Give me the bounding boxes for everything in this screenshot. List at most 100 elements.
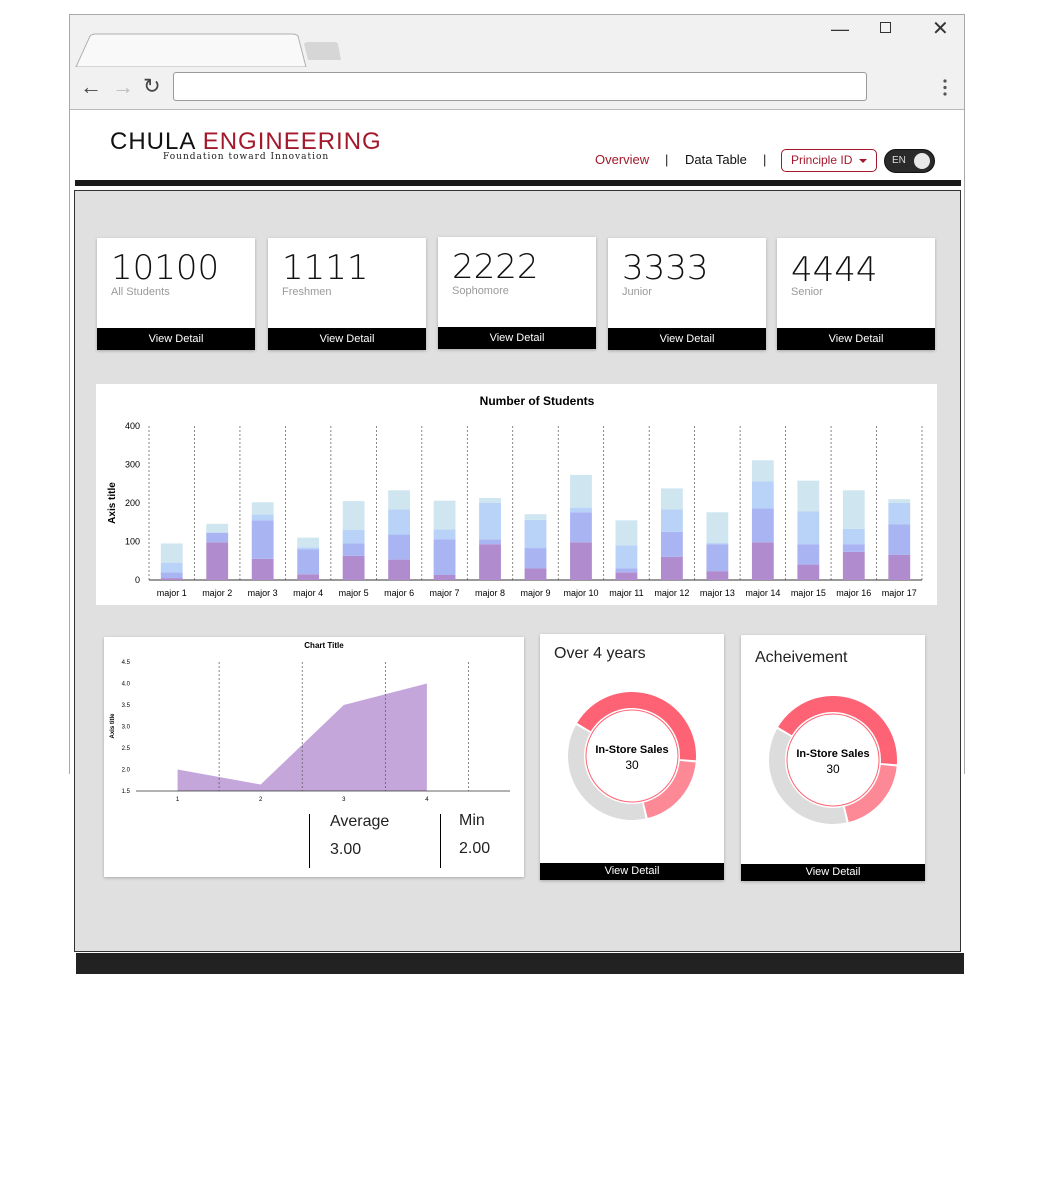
bar-segment xyxy=(388,509,411,535)
card-label: Senior xyxy=(791,286,823,298)
bar-segment xyxy=(842,528,865,545)
view-detail-button[interactable]: View Detail xyxy=(540,863,724,880)
bar-segment xyxy=(160,543,183,563)
average-label: Average xyxy=(330,813,390,830)
card-value: 2222 xyxy=(452,247,539,287)
card-label: Junior xyxy=(622,286,652,298)
close-icon[interactable]: ✕ xyxy=(932,18,949,40)
summary-card-senior: 4444 Senior View Detail xyxy=(777,238,935,350)
bar-segment xyxy=(479,544,501,580)
x-tick-label: major 6 xyxy=(384,588,414,598)
y-tick-label: 200 xyxy=(125,498,140,508)
forward-icon[interactable]: → xyxy=(112,74,134,99)
bar-chart-svg: Number of Students Axis title 0 100 200 300 40… xyxy=(107,394,923,598)
nav-overview[interactable]: Overview xyxy=(595,152,650,167)
donut-center-label: In-Store Sales xyxy=(796,748,869,760)
y-tick-label: 3.0 xyxy=(122,725,131,731)
bar-segment xyxy=(206,542,229,580)
bar-segment xyxy=(660,531,683,557)
bar-segment xyxy=(615,520,638,546)
donut-center-value: 30 xyxy=(625,758,639,772)
bar-segment xyxy=(524,514,547,520)
bar-segment xyxy=(660,488,683,510)
donut-inner-ring xyxy=(585,709,679,803)
view-detail-button[interactable]: View Detail xyxy=(268,328,426,350)
y-tick-label: 100 xyxy=(125,537,140,547)
view-detail-button[interactable]: View Detail xyxy=(97,328,255,350)
bar-segment xyxy=(660,509,683,532)
nav-separator: | xyxy=(763,152,767,167)
x-tick-label: major 2 xyxy=(202,588,232,598)
x-tick-label: major 10 xyxy=(563,588,598,598)
bar-segment xyxy=(842,490,865,529)
bar-segment xyxy=(570,512,592,543)
card-label: Freshmen xyxy=(282,286,332,298)
bar-segment xyxy=(206,532,229,543)
bar-segment xyxy=(388,534,411,560)
achievement-card: Acheivement In-Store Sales 30 View Detail xyxy=(741,635,925,881)
back-icon[interactable]: ← xyxy=(80,74,102,99)
more-icon[interactable] xyxy=(943,79,947,102)
reload-icon[interactable]: ↻ xyxy=(143,75,161,98)
maximize-icon[interactable] xyxy=(880,22,891,33)
nav-data-table[interactable]: Data Table xyxy=(685,152,747,167)
principle-id-dropdown[interactable]: Principle ID xyxy=(781,149,877,172)
tab-shapes xyxy=(75,33,341,67)
bar-segment xyxy=(251,520,274,559)
bar-segment xyxy=(388,559,411,580)
x-tick-label: major 13 xyxy=(700,588,735,598)
bar-segment xyxy=(160,562,183,573)
view-detail-button[interactable]: View Detail xyxy=(438,327,596,349)
donut-title: Acheivement xyxy=(755,649,848,666)
x-tick-label: 3 xyxy=(342,797,346,803)
donut-slice xyxy=(643,760,696,819)
minimize-icon[interactable]: — xyxy=(831,19,849,39)
x-tick-label: major 9 xyxy=(520,588,550,598)
bar-segment xyxy=(433,500,456,530)
y-tick-label: 400 xyxy=(125,421,140,431)
card-value: 1111 xyxy=(282,248,369,288)
active-tab[interactable] xyxy=(75,33,307,67)
donut-chart-svg: In-Store Sales 30 xyxy=(568,692,696,820)
bar-segment xyxy=(251,502,274,515)
view-detail-button[interactable]: View Detail xyxy=(777,328,935,350)
x-tick-label: major 1 xyxy=(157,588,187,598)
bar-segment xyxy=(433,574,456,580)
x-tick-label: major 17 xyxy=(882,588,917,598)
bar-segment xyxy=(706,544,729,572)
bar-segment xyxy=(160,578,183,580)
donut-center-value: 30 xyxy=(826,762,840,776)
y-tick-label: 2.5 xyxy=(122,746,131,752)
page-footer xyxy=(76,953,964,974)
summary-card-junior: 3333 Junior View Detail xyxy=(608,238,766,350)
x-tick-label: major 15 xyxy=(791,588,826,598)
x-tick-label: major 11 xyxy=(609,588,643,598)
bar-segment xyxy=(842,551,865,580)
area-chart-svg: Chart Title Axis title 1.5 2.0 2.5 3.0 3.5 4.0 4… xyxy=(110,641,510,803)
y-tick-label: 300 xyxy=(125,460,140,470)
view-detail-button[interactable]: View Detail xyxy=(741,864,925,881)
bar-segment xyxy=(251,558,274,580)
view-detail-button[interactable]: View Detail xyxy=(608,328,766,350)
logo-text-chula: CHULA xyxy=(110,128,203,155)
bar-segment xyxy=(342,543,365,556)
y-tick-label: 4.0 xyxy=(122,682,131,688)
bar-segment xyxy=(797,544,820,565)
header-divider xyxy=(75,180,961,186)
bar-segment xyxy=(751,542,774,580)
summary-card-sophomore: 2222 Sophomore View Detail xyxy=(438,237,596,349)
card-value: 10100 xyxy=(111,248,220,288)
logo[interactable]: CHULA ENGINEERING xyxy=(110,128,382,156)
bar-segment xyxy=(570,474,592,508)
address-bar[interactable] xyxy=(173,72,867,101)
bar-segment xyxy=(342,529,365,544)
bar-segment xyxy=(615,545,638,569)
bar-segment xyxy=(797,564,820,580)
x-tick-label: major 5 xyxy=(339,588,369,598)
bar-segment xyxy=(615,568,638,573)
new-tab-button[interactable] xyxy=(304,42,341,60)
tab-bar xyxy=(70,15,964,67)
donut-chart-svg: In-Store Sales 30 xyxy=(769,696,897,824)
y-axis-title: Axis title xyxy=(107,482,118,524)
language-toggle[interactable]: EN xyxy=(884,149,935,173)
